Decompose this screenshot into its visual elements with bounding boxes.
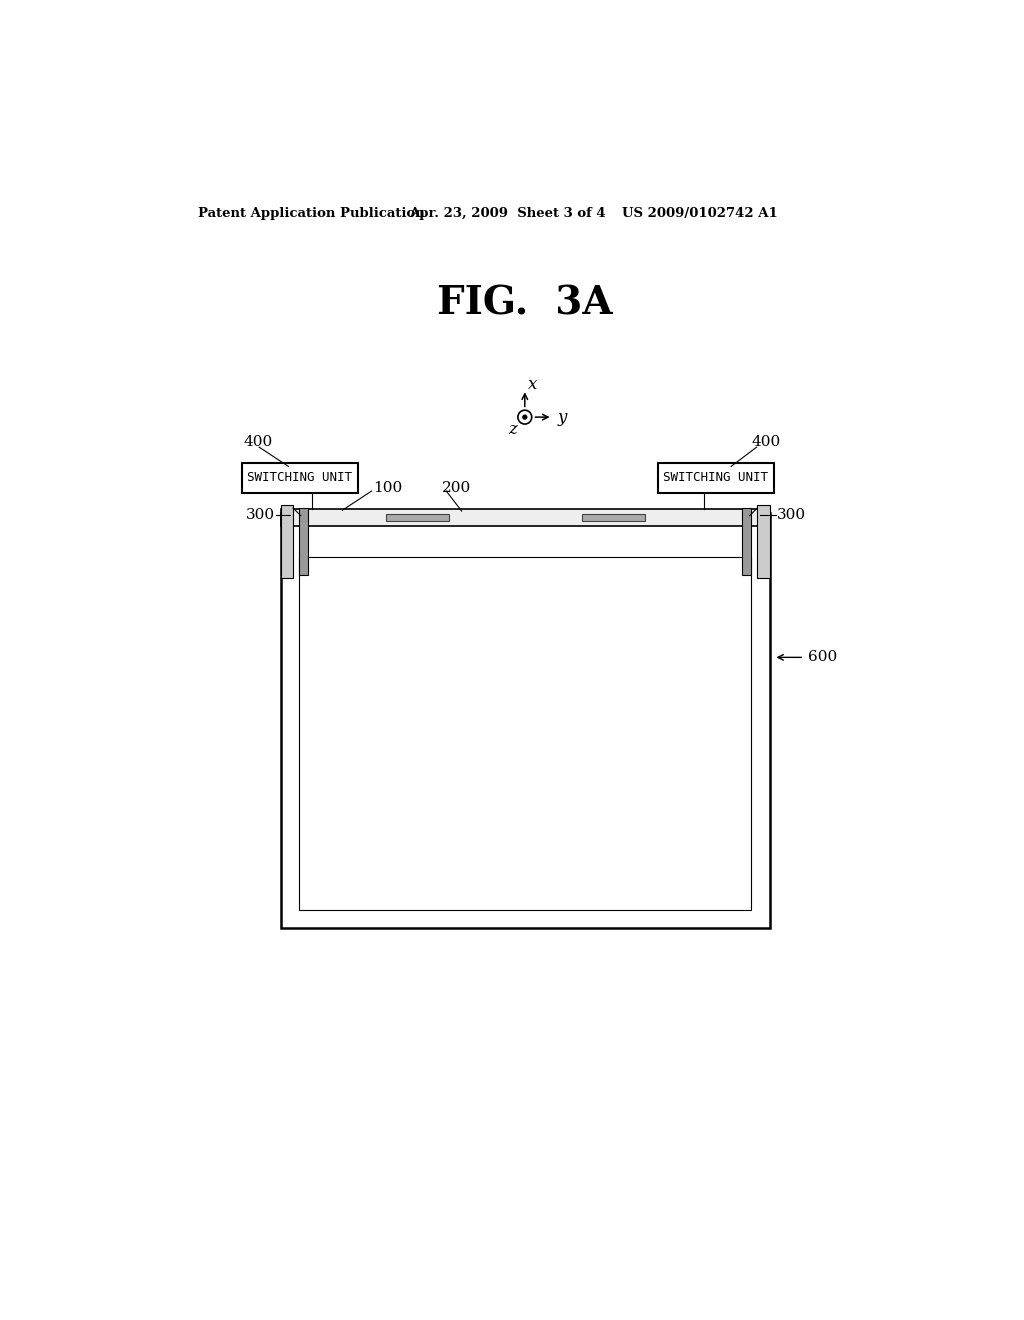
Text: 600: 600 <box>808 651 838 664</box>
Bar <box>281 506 293 578</box>
Text: z: z <box>508 421 517 438</box>
Text: SWITCHING UNIT: SWITCHING UNIT <box>664 471 768 484</box>
Text: 100: 100 <box>373 480 402 495</box>
Bar <box>299 508 308 576</box>
Text: Apr. 23, 2009  Sheet 3 of 4: Apr. 23, 2009 Sheet 3 of 4 <box>410 207 606 220</box>
Bar <box>281 512 770 928</box>
Bar <box>281 508 770 527</box>
Text: y: y <box>557 409 566 425</box>
Bar <box>758 506 770 578</box>
Circle shape <box>523 416 526 418</box>
Text: US 2009/0102742 A1: US 2009/0102742 A1 <box>622 207 777 220</box>
Text: 400: 400 <box>752 434 781 449</box>
Text: Patent Application Publication: Patent Application Publication <box>199 207 425 220</box>
Bar <box>742 508 752 576</box>
Text: FIG.  3A: FIG. 3A <box>437 284 612 322</box>
Bar <box>243 463 357 492</box>
Text: 400: 400 <box>244 434 273 449</box>
Bar <box>299 557 752 909</box>
Text: 300: 300 <box>777 508 807 521</box>
Text: 300: 300 <box>246 508 274 521</box>
Bar <box>658 463 773 492</box>
Bar <box>582 513 645 521</box>
Text: SWITCHING UNIT: SWITCHING UNIT <box>248 471 352 484</box>
Text: x: x <box>528 376 538 393</box>
Text: 200: 200 <box>442 480 472 495</box>
Bar <box>386 513 450 521</box>
